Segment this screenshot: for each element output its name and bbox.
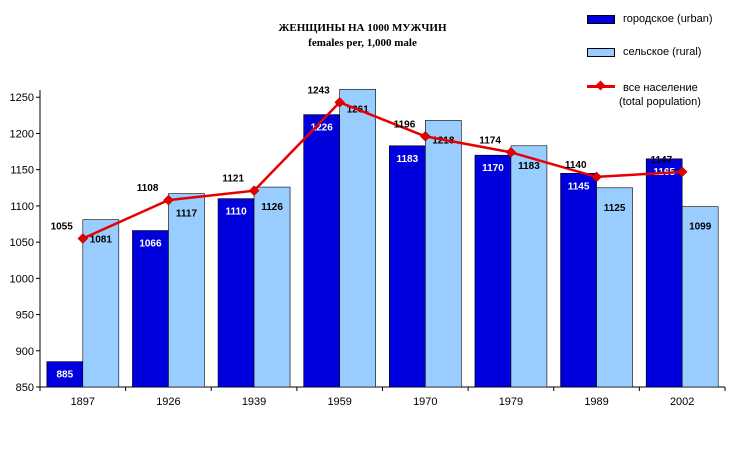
x-tick-label: 1926 <box>156 396 180 408</box>
x-tick-label: 1939 <box>242 396 266 408</box>
legend-swatch-urban <box>587 15 615 24</box>
data-label-rural: 1117 <box>176 209 198 220</box>
y-tick-label: 1250 <box>10 92 34 104</box>
data-label-rural: 1099 <box>689 222 712 233</box>
y-tick-label: 950 <box>16 310 34 322</box>
data-label-urban: 1183 <box>396 154 418 165</box>
bar-rural <box>253 186 291 388</box>
data-label-urban: 1170 <box>482 163 504 174</box>
marker-total <box>248 185 260 197</box>
bar-urban <box>389 145 426 388</box>
y-tick-label: 850 <box>16 382 34 394</box>
data-label-urban: 885 <box>56 370 73 381</box>
marker-total <box>77 233 89 244</box>
data-label-total: 1196 <box>394 119 416 130</box>
marker-total <box>334 96 346 108</box>
legend-label-urban: городское (urban) <box>623 13 713 25</box>
data-label-rural: 1125 <box>604 203 626 214</box>
x-tick-label: 1897 <box>71 396 95 408</box>
chart-subtitle: females per, 1,000 male <box>308 37 417 49</box>
y-tick-label: 1000 <box>10 273 34 285</box>
marker-total <box>591 171 602 183</box>
y-tick-label: 1100 <box>10 201 34 213</box>
data-label-total: 1108 <box>137 183 159 194</box>
x-tick-label: 2002 <box>670 396 694 408</box>
bar-rural <box>596 187 633 388</box>
bar-rural <box>339 88 376 388</box>
legend-label-total: все население <box>623 82 698 94</box>
data-label-total: 1055 <box>51 222 74 233</box>
bar-urban <box>474 154 512 388</box>
bar-rural <box>510 145 548 388</box>
bar-urban <box>645 158 683 388</box>
bar-urban <box>560 173 597 388</box>
x-tick-label: 1970 <box>413 396 437 408</box>
data-label-total: 1174 <box>479 135 501 146</box>
legend-label-total-line2: (total population) <box>619 96 701 108</box>
chart-title: ЖЕНЩИНЫ НА 1000 МУЖЧИН <box>278 22 447 34</box>
bar-urban <box>303 114 340 388</box>
x-tick-label: 1959 <box>327 396 351 408</box>
data-label-total: 1121 <box>222 174 244 185</box>
bar-urban <box>217 198 255 388</box>
marker-total <box>676 166 688 178</box>
data-label-rural: 1126 <box>261 202 283 213</box>
marker-total <box>163 194 174 206</box>
line-total <box>82 100 683 240</box>
data-label-urban: 1226 <box>311 123 334 134</box>
y-tick-label: 1200 <box>10 128 34 140</box>
data-label-total: 1243 <box>307 85 330 96</box>
data-label-urban: 1145 <box>568 181 590 192</box>
legend-swatch-rural <box>587 48 615 57</box>
data-label-rural: 1081 <box>90 235 113 246</box>
y-tick-label: 1050 <box>10 237 34 249</box>
bar-urban <box>132 230 169 388</box>
bar-urban <box>46 361 84 388</box>
marker-total <box>505 146 517 158</box>
y-tick-label: 900 <box>16 346 34 358</box>
y-tick-label: 1150 <box>10 165 34 177</box>
data-label-urban: 1110 <box>225 207 247 218</box>
x-tick-label: 1979 <box>499 396 523 408</box>
marker-total <box>419 131 431 142</box>
bar-rural <box>82 219 120 388</box>
data-label-rural: 1183 <box>518 161 540 172</box>
x-tick-label: 1989 <box>584 396 608 408</box>
data-label-urban: 1066 <box>139 239 162 250</box>
legend-label-rural: сельское (rural) <box>623 46 702 58</box>
data-label-total: 1140 <box>565 160 587 171</box>
bar-rural <box>168 193 205 388</box>
data-label-total: 1147 <box>650 155 672 166</box>
bar-rural <box>681 206 719 388</box>
bar-rural <box>425 120 462 388</box>
